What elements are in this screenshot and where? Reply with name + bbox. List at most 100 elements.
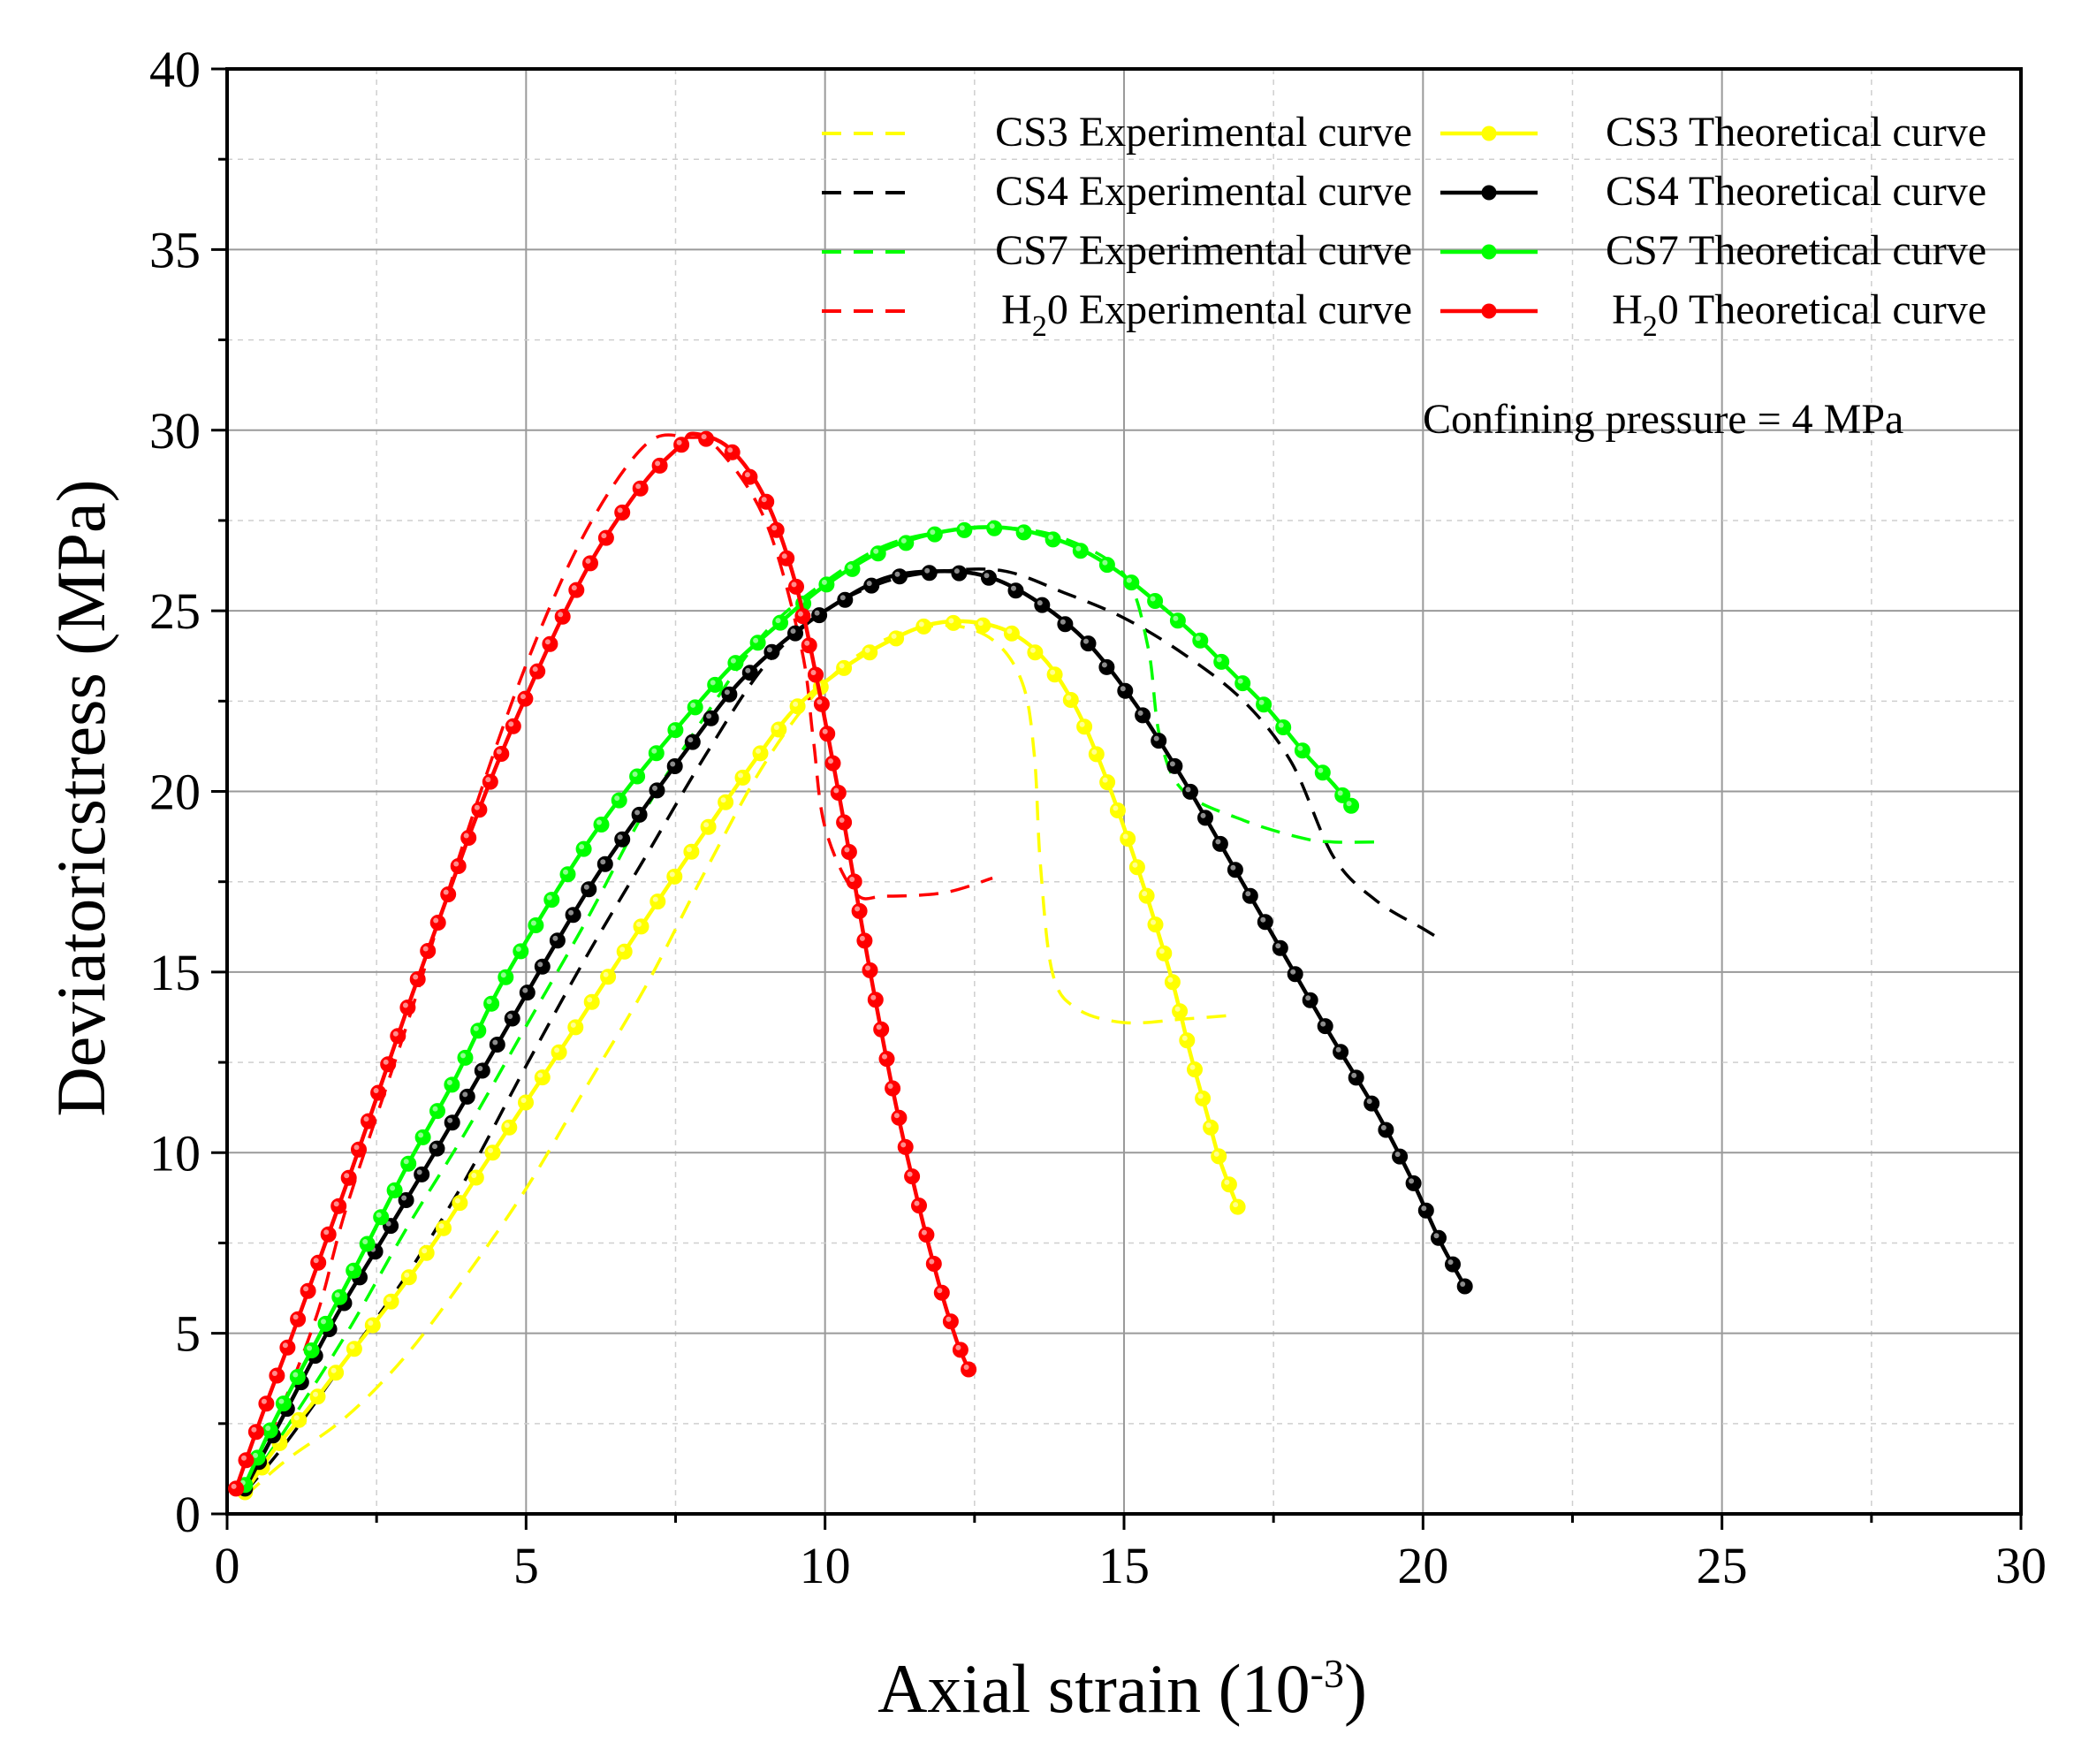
- data-point: [418, 1244, 435, 1261]
- data-point-highlight: [587, 997, 593, 1003]
- data-point: [683, 843, 700, 860]
- data-point-highlight: [231, 1483, 237, 1489]
- data-point: [554, 608, 571, 625]
- data-point: [505, 718, 521, 734]
- data-point: [942, 1313, 959, 1330]
- data-point-highlight: [570, 1022, 576, 1028]
- data-point: [649, 782, 665, 799]
- data-point-highlight: [924, 567, 931, 574]
- data-point-highlight: [265, 1426, 271, 1431]
- data-point: [1098, 557, 1115, 574]
- data-point: [484, 1144, 501, 1161]
- data-point-highlight: [937, 1288, 943, 1294]
- data-point-highlight: [558, 612, 564, 618]
- data-point-highlight: [1011, 585, 1016, 591]
- data-point: [1333, 1044, 1349, 1061]
- data-point: [813, 696, 830, 712]
- data-point: [846, 873, 862, 890]
- data-point-highlight: [1189, 1064, 1196, 1070]
- data-point-highlight: [1460, 1281, 1466, 1287]
- data-point-highlight: [438, 1223, 444, 1229]
- data-point: [346, 1341, 362, 1357]
- data-point: [429, 1140, 445, 1157]
- data-point: [1229, 1198, 1246, 1215]
- data-point: [543, 892, 560, 909]
- data-point-highlight: [485, 777, 491, 783]
- data-point-highlight: [891, 633, 897, 639]
- data-point-highlight: [1215, 839, 1221, 845]
- data-point: [493, 746, 510, 762]
- data-point-highlight: [781, 553, 787, 559]
- data-point-highlight: [652, 896, 658, 902]
- data-point-highlight: [432, 1106, 438, 1112]
- data-point-highlight: [619, 947, 626, 953]
- data-point: [752, 745, 769, 762]
- data-point: [269, 1367, 285, 1384]
- data-point: [856, 932, 873, 949]
- data-point: [450, 858, 467, 874]
- legend-label-text: H: [1612, 286, 1643, 333]
- data-point-highlight: [727, 447, 733, 453]
- data-point: [1034, 597, 1051, 613]
- data-point: [452, 1195, 468, 1212]
- data-point-highlight: [730, 658, 736, 664]
- data-point-highlight: [386, 1296, 392, 1303]
- data-point: [1044, 531, 1061, 548]
- data-point-highlight: [918, 621, 924, 627]
- data-point: [429, 1103, 445, 1120]
- data-point: [684, 734, 701, 750]
- data-point: [1213, 653, 1230, 670]
- data-point: [1117, 682, 1134, 699]
- data-point-highlight: [1169, 761, 1175, 767]
- data-point: [1445, 1256, 1461, 1273]
- data-point: [956, 521, 973, 538]
- data-point-highlight: [946, 1316, 952, 1322]
- data-point: [317, 1315, 334, 1332]
- data-point: [951, 565, 968, 582]
- data-point-highlight: [1102, 559, 1108, 566]
- data-point: [290, 1311, 307, 1327]
- data-point: [498, 969, 514, 985]
- legend: CS3 Experimental curve CS4 Experimental c…: [822, 109, 1986, 343]
- data-point-highlight: [348, 1266, 354, 1272]
- legend-label-text: CS4 Experimental curve: [995, 168, 1412, 215]
- legend-label: CS3 Theoretical curve: [1606, 109, 1986, 156]
- data-point-highlight: [477, 1066, 483, 1071]
- data-point-highlight: [537, 962, 543, 968]
- legend-label: H20 Theoretical curve: [1612, 286, 1986, 343]
- data-point-highlight: [701, 434, 707, 440]
- data-point-highlight: [959, 525, 965, 531]
- data-point-highlight: [1132, 862, 1138, 868]
- data-point-highlight: [1185, 787, 1191, 793]
- data-point: [1164, 974, 1181, 991]
- data-point: [1057, 616, 1074, 633]
- data-point: [517, 690, 534, 707]
- data-point: [474, 1062, 490, 1079]
- data-point: [771, 721, 787, 738]
- data-point: [228, 1480, 245, 1497]
- data-point-highlight: [655, 460, 661, 467]
- data-point-highlight: [401, 1195, 407, 1201]
- data-point-highlight: [873, 548, 879, 554]
- data-point-highlight: [1275, 943, 1281, 949]
- data-point: [429, 915, 446, 931]
- data-point: [1242, 887, 1258, 904]
- data-point: [303, 1342, 320, 1358]
- data-point: [727, 655, 744, 672]
- data-point: [330, 1198, 347, 1214]
- data-point: [593, 817, 610, 833]
- data-point-highlight: [522, 987, 528, 993]
- data-point: [873, 1021, 890, 1038]
- data-point-highlight: [422, 1248, 428, 1254]
- data-point-highlight: [1167, 977, 1174, 983]
- data-point-highlight: [474, 804, 480, 810]
- data-point: [300, 1282, 316, 1299]
- data-point: [631, 806, 648, 823]
- data-point-highlight: [617, 507, 623, 513]
- data-point: [1062, 692, 1079, 708]
- legend-label-text: CS3 Experimental curve: [995, 109, 1412, 156]
- data-point-highlight: [617, 834, 623, 840]
- data-point-highlight: [363, 1116, 369, 1122]
- legend-label: CS3 Experimental curve: [995, 109, 1412, 156]
- data-point-highlight: [416, 1169, 422, 1175]
